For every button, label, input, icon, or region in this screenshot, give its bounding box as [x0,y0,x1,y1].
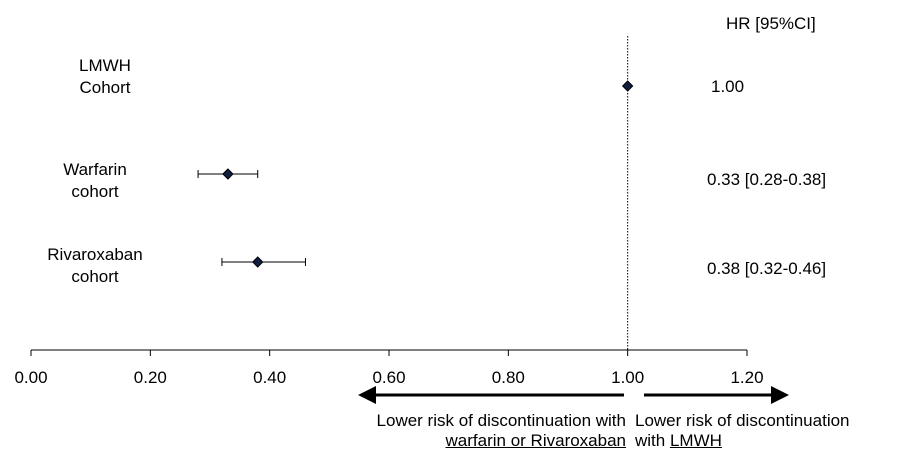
right-annotation-line2: with LMWH [635,431,850,451]
right-arrowhead [771,386,789,404]
row-label-warfarin-line1: Warfarin [63,160,127,179]
x-tick-label: 0.80 [492,368,525,387]
row-label-lmwh-line1: LMWH [79,56,131,75]
row-label-warfarin: Warfarin cohort [30,159,160,203]
hr-value-lmwh: 1.00 [711,77,745,96]
hr-column-header: HR [95%CI] [726,14,816,33]
row-label-warfarin-line2: cohort [71,182,119,201]
x-tick-label: 0.20 [134,368,167,387]
x-tick-label: 1.20 [730,368,763,387]
right-annotation-line1: Lower risk of discontinuation [635,411,850,430]
x-tick-label: 0.00 [14,368,47,387]
left-annotation: Lower risk of discontinuation with warfa… [377,411,626,451]
hr-point [222,168,234,180]
right-annotation-lmwh: LMWH [669,431,722,450]
row-label-rivaroxaban: Rivaroxaban cohort [15,244,175,288]
hr-point [252,256,264,268]
right-annotation-prefix: with [635,431,670,450]
x-tick-label: 1.00 [611,368,644,387]
x-tick-label: 0.60 [372,368,405,387]
hr-point [621,80,634,92]
left-arrowhead [358,386,376,404]
left-annotation-line2: warfarin or Rivaroxaban [445,431,626,450]
hr-value-rivaroxaban: 0.38 [0.32-0.46] [707,259,827,278]
row-label-rivaroxaban-line1: Rivaroxaban [47,245,143,264]
right-annotation: Lower risk of discontinuation with LMWH [635,411,850,451]
row-label-lmwh: LMWH Cohort [40,55,170,99]
row-label-rivaroxaban-line2: cohort [71,267,119,286]
hr-value-warfarin: 0.33 [0.28-0.38] [707,170,827,189]
x-tick-label: 0.40 [253,368,286,387]
row-label-lmwh-line2: Cohort [79,78,131,97]
left-annotation-line1: Lower risk of discontinuation with [376,411,626,430]
